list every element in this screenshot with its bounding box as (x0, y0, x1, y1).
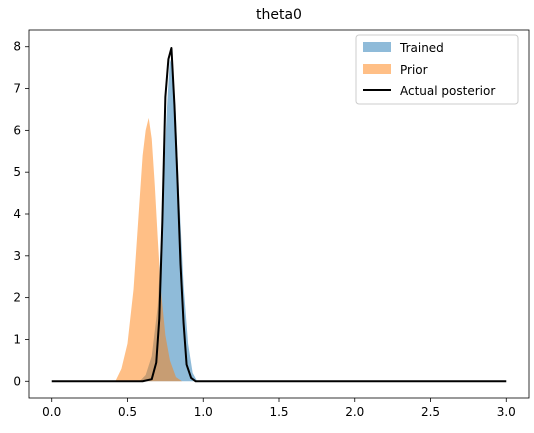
y-tick-label: 1 (13, 332, 21, 346)
chart-title: theta0 (256, 7, 302, 23)
legend-label-actual-posterior: Actual posterior (400, 84, 495, 98)
y-tick-label: 2 (13, 291, 21, 305)
x-tick-label: 0.5 (118, 405, 137, 419)
y-tick-label: 8 (13, 40, 21, 54)
y-tick-label: 5 (13, 165, 21, 179)
x-tick-label: 1.5 (269, 405, 288, 419)
x-tick-label: 2.0 (345, 405, 364, 419)
legend-frame (355, 34, 519, 105)
series-area-prior (115, 117, 183, 382)
y-tick-label: 0 (13, 374, 21, 388)
x-tick-label: 3.0 (497, 405, 516, 419)
legend-swatch-prior (363, 64, 391, 74)
y-tick-label: 6 (13, 123, 21, 137)
legend-label-trained: Trained (399, 41, 444, 55)
legend-label-prior: Prior (400, 63, 428, 77)
series-line-actual-posterior (51, 46, 507, 383)
legend-swatch-trained (363, 42, 391, 52)
x-tick-label: 2.5 (421, 405, 440, 419)
plot-area (51, 46, 507, 383)
x-tick-label: 0.0 (42, 405, 61, 419)
y-tick-label: 3 (13, 249, 21, 263)
axes: 0.0 0.5 1.0 1.5 2.0 2.5 3.0 0 1 2 3 4 5 6 7 8 (13, 40, 515, 419)
y-tick-label: 4 (13, 207, 21, 221)
x-tick-label: 1.0 (194, 405, 213, 419)
legend: Trained Prior Actual posterior (355, 34, 519, 105)
y-tick-label: 7 (13, 82, 21, 96)
